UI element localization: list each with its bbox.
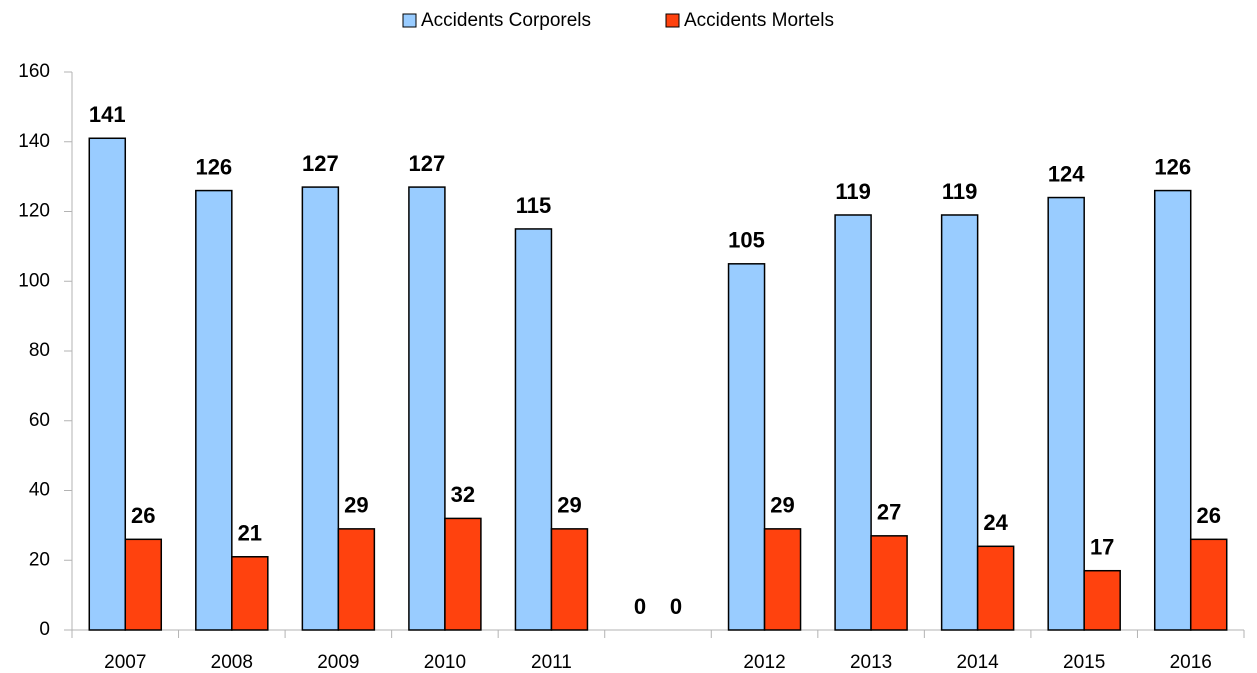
value-label: 26 [1196, 503, 1220, 528]
bar [514, 228, 553, 631]
value-label: 126 [1154, 154, 1191, 179]
bar [976, 545, 1015, 631]
bar [195, 189, 233, 631]
bar [870, 535, 908, 631]
value-label: 119 [942, 179, 978, 204]
value-label: 141 [89, 102, 126, 127]
bar [408, 186, 446, 631]
y-tick-label: 160 [18, 61, 50, 82]
legend-label: Accidents Corporels [421, 10, 591, 31]
value-label: 21 [238, 521, 262, 546]
bar [1153, 189, 1192, 631]
x-tick-label: 2009 [317, 652, 359, 673]
value-label: 115 [516, 193, 552, 218]
bar [763, 528, 802, 631]
x-tick-label: 2010 [424, 652, 466, 673]
y-tick-label: 100 [18, 270, 50, 291]
value-label: 17 [1090, 535, 1114, 560]
value-label: 24 [983, 510, 1008, 535]
bar [940, 214, 979, 631]
value-label: 29 [557, 493, 581, 518]
y-tick-label: 80 [29, 340, 50, 361]
y-tick-label: 60 [29, 410, 50, 431]
bar [1189, 538, 1228, 631]
bar [727, 263, 766, 631]
bar [834, 214, 872, 631]
x-tick-label: 2011 [531, 652, 572, 673]
value-label: 29 [344, 493, 368, 518]
value-label: 32 [451, 482, 475, 507]
value-label: 27 [877, 500, 901, 525]
y-tick-label: 0 [39, 619, 50, 640]
x-tick-label: 2013 [850, 652, 892, 673]
y-tick-label: 140 [18, 131, 50, 152]
bar [231, 556, 269, 631]
value-label: 105 [728, 228, 765, 253]
legend-label: Accidents Mortels [684, 10, 834, 31]
bar [337, 528, 376, 631]
bar [124, 538, 163, 631]
value-label: 127 [409, 151, 446, 176]
value-label: 124 [1048, 161, 1085, 186]
x-tick-label: 2015 [1063, 652, 1105, 673]
y-tick-label: 40 [29, 480, 50, 501]
value-label: 29 [770, 493, 794, 518]
legend-swatch [402, 13, 417, 28]
x-tick-label: 2014 [956, 652, 999, 673]
x-tick-label: 2012 [743, 652, 785, 673]
y-tick-label: 20 [29, 549, 50, 570]
y-tick-label: 120 [18, 201, 50, 222]
x-tick-label: 2008 [211, 652, 253, 673]
value-label: 119 [835, 179, 871, 204]
x-tick-label: 2016 [1170, 652, 1212, 673]
bar [88, 137, 127, 631]
value-label: 127 [302, 151, 339, 176]
bar [1047, 196, 1085, 631]
legend-swatch [665, 13, 680, 28]
x-tick-label: 2007 [104, 652, 146, 673]
bar [301, 186, 340, 631]
bar [1083, 569, 1121, 631]
value-label: 0 [670, 594, 682, 619]
value-label: 26 [131, 503, 155, 528]
bar [550, 528, 589, 631]
bar [444, 517, 482, 631]
value-label: 0 [634, 594, 646, 619]
value-label: 126 [195, 154, 232, 179]
